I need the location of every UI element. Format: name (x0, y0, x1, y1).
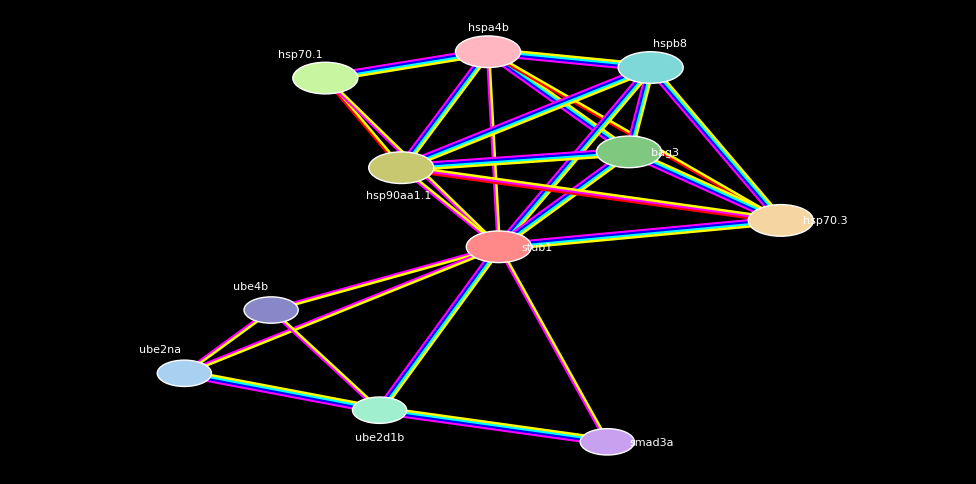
Text: hsp90aa1.1: hsp90aa1.1 (366, 191, 431, 200)
Circle shape (618, 53, 683, 84)
Text: hsp70.1: hsp70.1 (278, 49, 322, 60)
Text: bag3: bag3 (651, 148, 679, 158)
Circle shape (456, 37, 520, 68)
Text: hspa4b: hspa4b (468, 23, 508, 33)
Text: ube2na: ube2na (140, 344, 182, 354)
Circle shape (467, 231, 531, 263)
Circle shape (244, 297, 299, 323)
Circle shape (293, 63, 358, 95)
Text: hspb8: hspb8 (654, 39, 687, 49)
Circle shape (749, 205, 813, 237)
Circle shape (580, 429, 634, 455)
Text: stub1: stub1 (521, 242, 552, 252)
Circle shape (352, 397, 407, 424)
Text: ube2d1b: ube2d1b (355, 433, 404, 442)
Text: ube4b: ube4b (233, 281, 268, 291)
Text: smad3a: smad3a (630, 437, 674, 447)
Circle shape (596, 137, 662, 168)
Circle shape (369, 152, 433, 184)
Text: hsp70.3: hsp70.3 (803, 216, 847, 226)
Circle shape (157, 361, 212, 387)
